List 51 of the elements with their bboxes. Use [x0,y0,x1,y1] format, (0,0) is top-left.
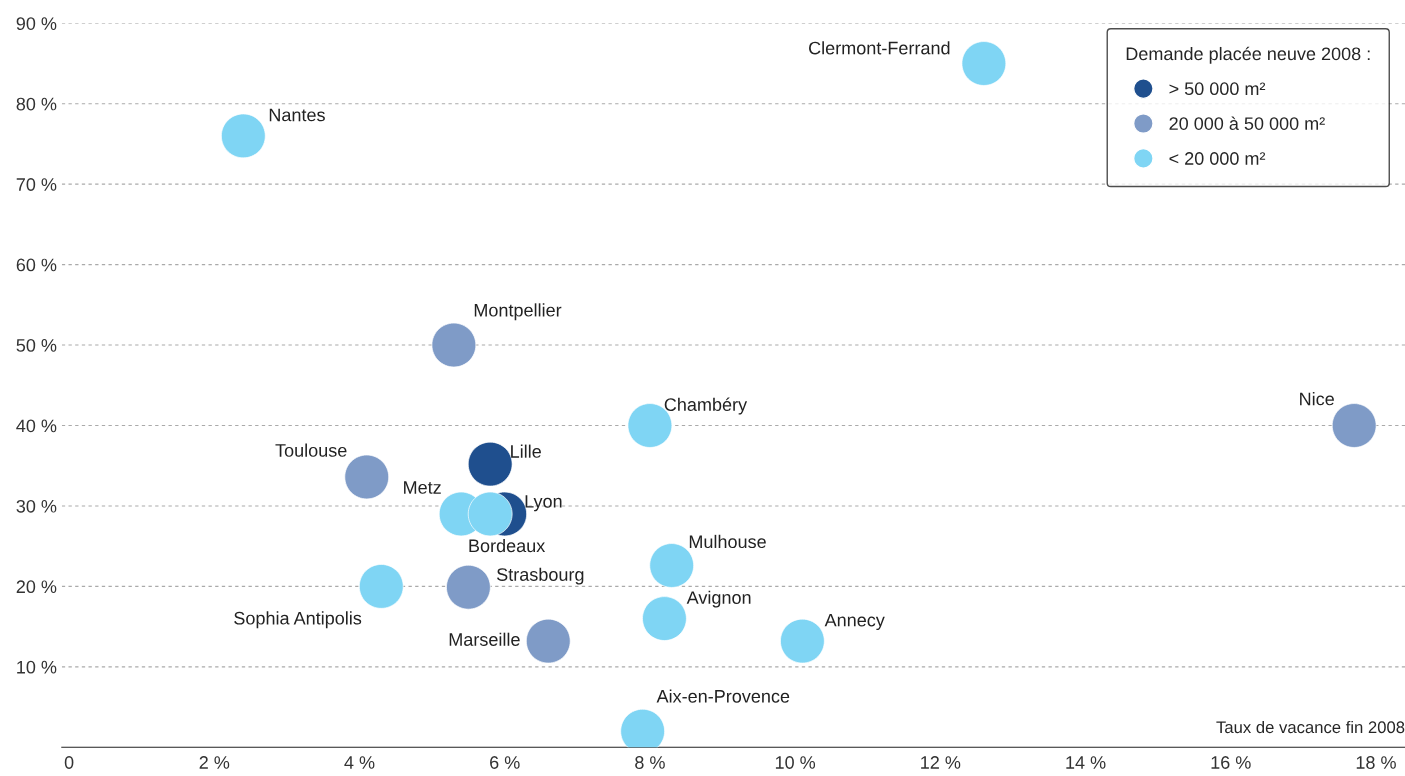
point [446,564,491,610]
annotation: Montpellier [474,303,562,321]
point [780,618,825,664]
annotation: Bordeaux [469,538,546,553]
legend-label: > 50 000 m² [1169,82,1266,96]
x-tick-label: 14 % [1066,756,1106,769]
annotation: Chambéry [664,397,748,415]
y-tick-label: 50 % [16,339,57,352]
annotation: Marseille [449,632,520,646]
x-tick-label: 6 % [490,756,520,769]
y-tick-label: 90 % [16,17,57,30]
point [961,41,1007,86]
x-tick-label: 2 % [199,756,230,769]
point [467,491,513,537]
legend-label: 20 000 à 50 000 m² [1169,116,1325,130]
annotation: Lille [511,444,541,458]
x-axis-title: Taux de vacance fin 2008 [1216,720,1405,734]
x-tick-label: 18 % [1356,756,1396,769]
x-tick-label: 0 [64,756,74,769]
point [221,113,266,159]
legend-label: < 20 000 m² [1169,152,1266,165]
x-tick-label: 12 % [921,756,961,769]
annotation: Nantes [269,108,325,122]
annotation: Sophia Antipolis [234,611,362,629]
x-tick-label: 10 % [775,756,816,769]
annotation: Annecy [824,613,885,631]
y-tick-label: 30 % [16,499,57,513]
point [358,564,404,609]
point [525,618,571,664]
annotation: Lyon [525,495,562,512]
y-tick-label: 70 % [16,178,57,191]
annotation: Toulouse [275,443,347,457]
annotation: Strasbourg [497,567,584,585]
annotation: Nice [1300,392,1334,406]
annotation: Aix-en-Provence [656,689,790,703]
y-tick-label: 40 % [16,419,57,433]
annotation: Mulhouse [689,534,766,549]
y-tick-label: 80 % [16,97,57,111]
y-tick-label: 60 % [16,258,57,272]
y-tick-label: 10 % [17,660,57,674]
point [431,322,477,368]
y-tick-label: 20 % [16,580,57,594]
point [642,596,687,641]
x-tick-label: 4 % [344,756,375,769]
point [467,441,513,487]
legend-title: Demande placée neuve 2008 : [1126,46,1370,64]
annotation: Avignon [686,590,751,608]
annotation: Clermont-Ferrand [809,41,950,55]
x-tick-label: 8 % [635,756,665,769]
annotation: Metz [404,481,441,494]
x-tick-label: 16 % [1211,756,1251,769]
